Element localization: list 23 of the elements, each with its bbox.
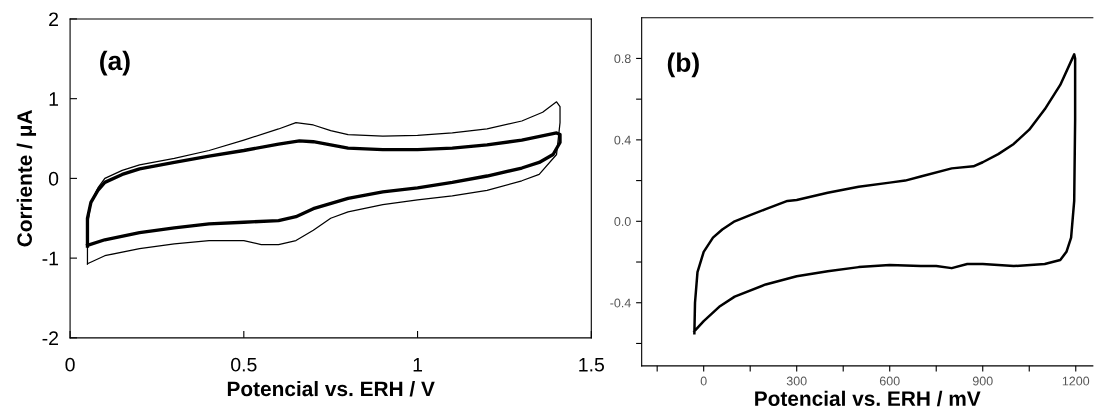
y-tick-label: 0.8	[614, 54, 631, 64]
y-tick-label: 0	[48, 171, 59, 186]
x-tick-label: 1	[413, 358, 423, 372]
y-axis-title: Corriente / μA	[16, 110, 37, 247]
y-tick-label: -1	[42, 251, 59, 266]
x-tick-label: 900	[972, 376, 993, 386]
x-axis-title: Potencial vs. ERH / mV	[755, 390, 981, 407]
y-tick-label: 1	[49, 92, 59, 106]
x-tick-label: 1.5	[579, 358, 604, 372]
x-axis-title: Potencial vs. ERH / V	[227, 380, 435, 397]
y-tick-label: 0.0	[614, 217, 631, 226]
y-tick-label: 2	[49, 12, 58, 26]
x-tick-label: 300	[786, 376, 807, 386]
x-tick-label: 0	[700, 376, 707, 386]
annotation: (a)	[100, 50, 130, 76]
y-tick-label: -0.4	[610, 298, 631, 308]
y-tick-label: -2	[42, 331, 58, 345]
annotation: (b)	[667, 52, 699, 78]
x-tick-label: 0.5	[231, 357, 257, 372]
x-tick-label: 600	[879, 376, 900, 386]
x-tick-label: 1200	[1062, 376, 1090, 386]
y-tick-label: 0.4	[614, 135, 631, 145]
x-tick-label: 0	[65, 357, 75, 372]
